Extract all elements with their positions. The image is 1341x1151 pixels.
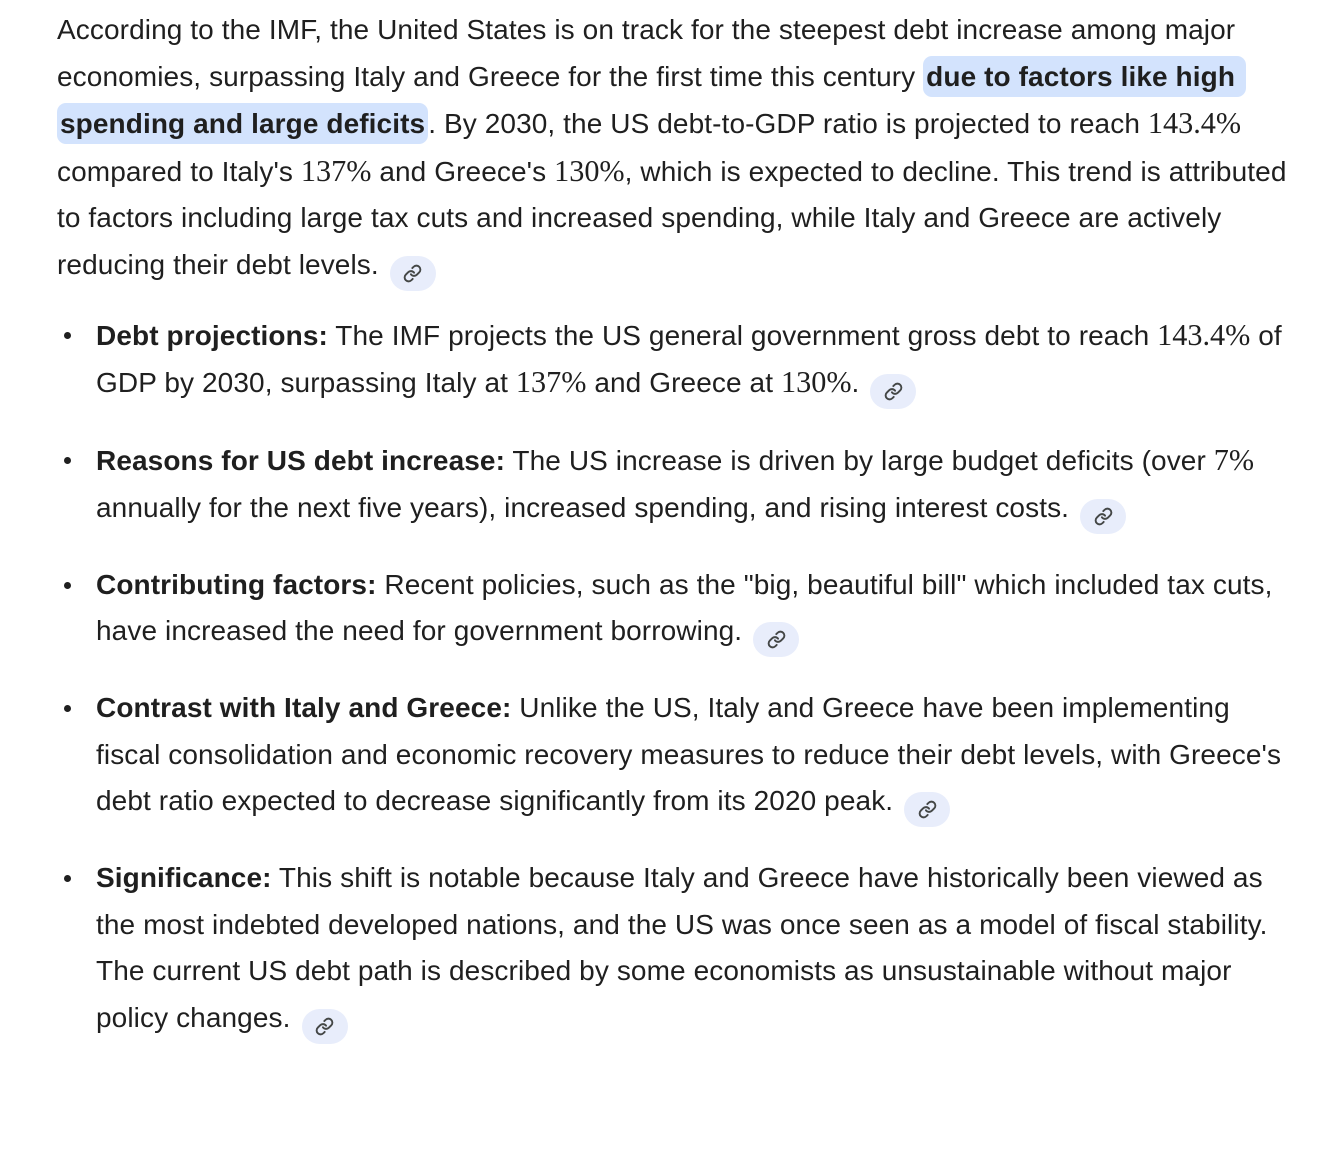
text-segment-text: Recent policies, such as the "big, beaut… [96,568,1281,647]
text-segment-text: This shift is notable because Italy and … [96,862,1275,1033]
text-segment-serif: 130% [780,365,852,399]
bullet-text: Debt projections: The IMF projects the U… [96,317,1290,400]
text-segment-bold: Debt projections: [96,319,328,351]
link-icon [1094,507,1112,525]
citation-link-button[interactable] [1080,498,1127,534]
text-segment-text: The US increase is driven by large budge… [505,445,1214,476]
bullet-contributing-factors: Contributing factors: Recent policies, s… [57,562,1289,657]
text-segment-serif: 143.4% [1147,106,1242,140]
intro-text: According to the IMF, the United States … [57,14,1294,280]
link-icon [767,630,785,649]
intro-paragraph: According to the IMF, the United States … [57,7,1289,291]
text-segment-text: . [851,367,860,398]
text-segment-serif: 137% [300,153,372,188]
text-segment-serif: 143.4% [1157,317,1251,352]
text-segment-bold: Significance: [96,862,272,893]
citation-link-button[interactable] [301,1008,348,1044]
bullet-contrast-with-italy-and-greece: Contrast with Italy and Greece: Unlike t… [57,685,1289,827]
text-segment-bold: Reasons for US debt increase: [96,445,506,476]
link-icon [884,382,903,401]
link-icon [918,800,936,819]
text-segment-text: annually for the next five years), incre… [96,445,1262,523]
text-segment-serif: 7% [1213,443,1255,477]
ai-overview-content: According to the IMF, the United States … [57,7,1289,1044]
bullet-list: Debt projections: The IMF projects the U… [57,312,1289,1044]
bullet-reasons-for-us-debt-increase: Reasons for US debt increase: The US inc… [57,437,1289,534]
text-segment-text: compared to Italy's [57,108,1249,187]
link-icon [403,264,422,282]
citation-link-button[interactable] [870,374,917,409]
bullet-debt-projections: Debt projections: The IMF projects the U… [57,312,1290,409]
text-segment-text: and Greece at [586,367,781,398]
bullet-text: Significance: This shift is notable beca… [96,862,1275,1033]
text-segment-text: According to the IMF, the United States … [57,14,1244,92]
citation-link-button[interactable] [753,622,800,657]
link-icon [315,1017,334,1035]
text-segment-text: , which is expected to decline. This tre… [57,155,1295,280]
text-segment-bold: Contrast with Italy and Greece: [96,692,512,723]
text-segment-bold: Contributing factors: [96,568,377,600]
text-segment-serif: 130% [554,153,625,188]
bullet-text: Contributing factors: Recent policies, s… [96,569,1280,647]
text-segment-text: of GDP by 2030, surpassing Italy at [96,319,1290,399]
text-segment-serif: 137% [515,365,587,399]
citation-link-button[interactable] [389,255,436,291]
text-segment-text: Unlike the US, Italy and Greece have bee… [96,692,1289,816]
bullet-significance: Significance: This shift is notable beca… [57,855,1289,1044]
bullet-text: Reasons for US debt increase: The US inc… [96,443,1262,523]
text-segment-text: The IMF projects the US general governme… [327,319,1158,351]
text-segment-text: and Greece's [371,155,555,187]
text-segment-text: . By 2030, the US debt-to-GDP ratio is p… [428,108,1148,139]
citation-link-button[interactable] [904,792,951,827]
bullet-text: Contrast with Italy and Greece: Unlike t… [96,692,1289,816]
